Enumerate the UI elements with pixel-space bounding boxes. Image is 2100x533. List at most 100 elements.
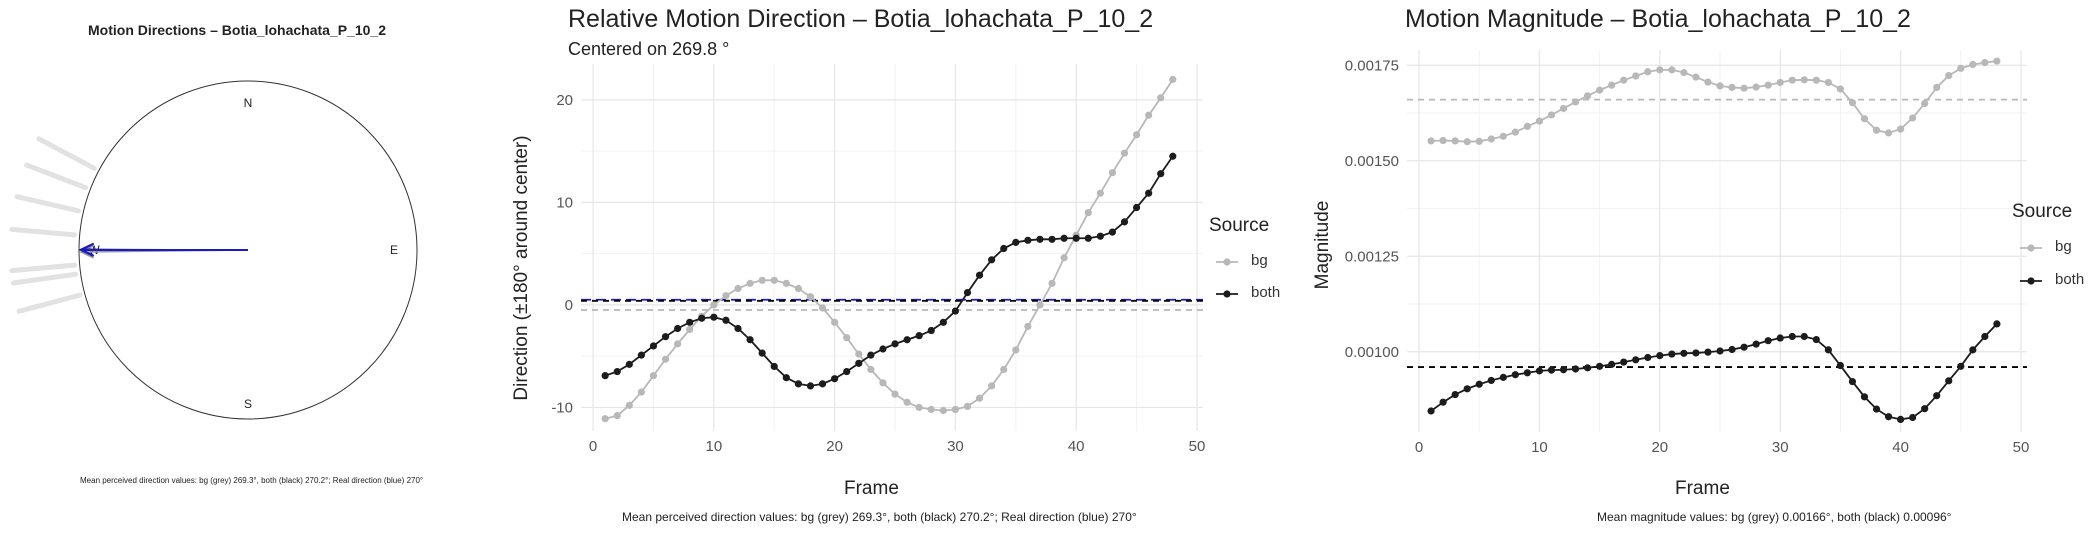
magnitude-point-bg: [1608, 81, 1616, 89]
magnitude-point-bg: [1535, 117, 1544, 125]
magnitude-point-both: [1644, 353, 1652, 362]
direction-point-bg: [1000, 365, 1008, 374]
direction-legend-bg-label: bg: [1251, 252, 1268, 269]
magnitude-xtick-label: 40: [1892, 439, 1909, 456]
magnitude-point-bg: [1487, 135, 1495, 143]
direction-point-both: [988, 256, 996, 264]
direction-point-both: [1132, 203, 1141, 212]
direction-point-bg: [637, 388, 645, 396]
direction-panel: Relative Motion Direction – Botia_lohach…: [500, 0, 1300, 533]
direction-point-both: [1120, 218, 1129, 226]
direction-legend-both-label: both: [1251, 284, 1281, 301]
magnitude-point-bg: [1632, 72, 1640, 80]
direction-title: Relative Motion Direction – Botia_lohach…: [568, 5, 1154, 33]
magnitude-point-bg: [1848, 99, 1857, 107]
direction-point-both: [963, 289, 972, 297]
magnitude-point-bg: [1427, 137, 1435, 145]
magnitude-point-both: [1523, 369, 1531, 377]
magnitude-point-both: [1475, 380, 1483, 388]
direction-point-bg: [1048, 279, 1056, 287]
direction-point-both: [927, 326, 935, 335]
magnitude-legend-both-label: both: [2055, 271, 2085, 288]
direction-caption: Mean perceived direction values: bg (gre…: [622, 510, 1137, 524]
compass-label-e: E: [390, 243, 398, 257]
direction-point-both: [975, 271, 984, 279]
direction-plot: 0 10 20 30 40 50 -10 0 10 20: [551, 64, 1238, 455]
magnitude-point-bg: [1800, 76, 1808, 84]
magnitude-point-both: [1451, 390, 1459, 399]
direction-point-bg: [601, 415, 609, 423]
magnitude-ylabel: Magnitude: [1312, 200, 1333, 290]
compass-bg-sample: [16, 292, 83, 314]
direction-legend-title: Source: [1209, 215, 1270, 236]
magnitude-legend-title: Source: [2012, 201, 2073, 222]
magnitude-point-both: [1704, 348, 1712, 356]
direction-point-bg: [963, 402, 972, 410]
compass-arrow-real-head: [78, 243, 95, 257]
compass-bg-sample: [9, 262, 78, 274]
magnitude-point-both: [1884, 413, 1893, 421]
magnitude-point-both: [1824, 346, 1832, 354]
direction-point-bg: [951, 405, 960, 414]
magnitude-point-both: [1800, 332, 1808, 341]
magnitude-point-both: [1981, 332, 1989, 341]
direction-point-both: [698, 314, 706, 322]
magnitude-point-both: [1776, 334, 1784, 342]
direction-point-bg: [1145, 111, 1153, 119]
magnitude-xtick-label: 0: [1415, 439, 1423, 456]
direction-point-both: [722, 316, 730, 324]
magnitude-point-both: [1945, 377, 1953, 385]
compass-title: Motion Directions – Botia_lohachata_P_10…: [88, 22, 386, 38]
magnitude-point-bg: [1451, 137, 1459, 145]
direction-point-bg: [1012, 346, 1020, 354]
magnitude-point-bg: [1812, 76, 1820, 84]
magnitude-point-both: [1620, 358, 1628, 366]
direction-point-both: [1169, 152, 1177, 160]
direction-point-both: [915, 332, 923, 340]
magnitude-point-both: [1812, 335, 1820, 344]
compass-bg-sample: [10, 271, 79, 286]
direction-point-both: [1000, 244, 1008, 253]
direction-point-bg: [758, 276, 766, 284]
magnitude-point-bg: [1680, 68, 1688, 77]
magnitude-plot: 0 10 20 30 40 50 0.00100 0.00125 0.00150 0.00175: [1345, 50, 2042, 456]
direction-point-bg: [806, 293, 815, 301]
magnitude-point-bg: [1957, 64, 1965, 72]
magnitude-point-bg: [1499, 132, 1507, 140]
magnitude-point-bg: [1860, 115, 1869, 123]
direction-ytick-label: 20: [556, 92, 573, 109]
magnitude-point-bg: [1620, 76, 1628, 84]
magnitude-point-bg: [1884, 129, 1893, 137]
direction-point-bg: [1084, 209, 1092, 217]
direction-point-bg: [903, 398, 911, 406]
direction-point-both: [758, 349, 766, 357]
magnitude-xlabel: Frame: [1675, 478, 1730, 499]
magnitude-point-both: [1860, 393, 1869, 401]
magnitude-ytick-label: 0.00125: [1345, 248, 1399, 265]
direction-point-both: [1060, 234, 1068, 242]
magnitude-point-bg: [1909, 114, 1917, 122]
direction-legend-bg-key-point: [1223, 258, 1231, 266]
direction-point-bg: [915, 403, 923, 412]
direction-point-bg: [818, 304, 827, 312]
direction-point-bg: [939, 406, 947, 415]
direction-point-both: [1084, 234, 1092, 242]
magnitude-point-both: [1680, 349, 1688, 357]
direction-point-both: [843, 367, 851, 376]
direction-point-bg: [975, 394, 984, 402]
magnitude-point-both: [1632, 356, 1640, 364]
magnitude-ytick-label: 0.00150: [1345, 153, 1399, 170]
compass-bg-sample: [36, 136, 97, 171]
direction-point-bg: [831, 318, 839, 326]
direction-point-both: [1036, 235, 1044, 243]
direction-point-bg: [710, 301, 718, 309]
compass-panel: Motion Directions – Botia_lohachata_P_10…: [0, 0, 500, 533]
direction-point-bg: [1169, 75, 1177, 83]
direction-point-bg: [661, 355, 670, 363]
magnitude-point-bg: [1945, 71, 1953, 80]
magnitude-point-both: [1993, 320, 2001, 328]
compass-caption: Mean perceived direction values: bg (gre…: [80, 476, 424, 485]
magnitude-point-both: [1608, 360, 1616, 368]
magnitude-point-both: [1427, 407, 1435, 415]
magnitude-point-bg: [1692, 73, 1700, 81]
